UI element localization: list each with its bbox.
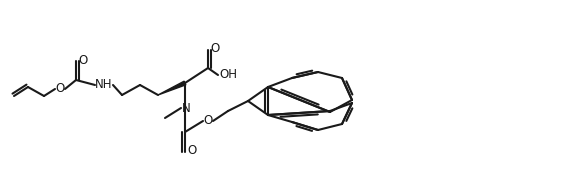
Text: O: O [210,42,220,55]
Polygon shape [158,81,186,95]
Text: O: O [55,82,65,95]
Text: NH: NH [96,79,113,92]
Text: OH: OH [219,68,237,81]
Text: O: O [78,54,88,67]
Text: N: N [182,101,190,114]
Text: O: O [188,145,197,158]
Text: O: O [204,114,213,127]
